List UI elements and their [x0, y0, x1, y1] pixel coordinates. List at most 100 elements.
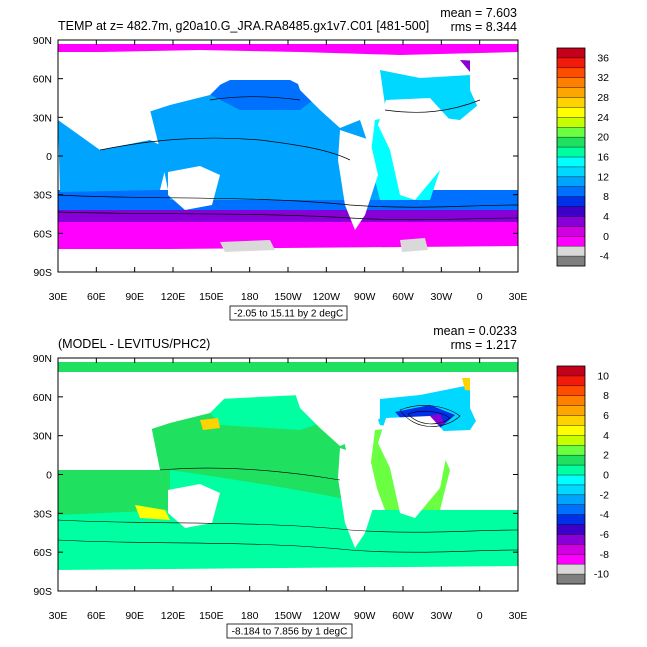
colorbar-swatch [557, 166, 585, 178]
panel2-eurasia [58, 373, 230, 436]
panel-difference: (MODEL - LEVITUS/PHC2) mean = 0.0233 rms… [33, 324, 609, 639]
panel2-arctic [58, 362, 518, 372]
x-tick-label: 180 [241, 291, 259, 303]
colorbar-swatch [557, 366, 585, 377]
colorbar-swatch [557, 77, 585, 89]
colorbar-swatch [557, 117, 585, 128]
panel1-indian-ocean [58, 120, 170, 192]
colorbar-label: 4 [603, 211, 609, 223]
colorbar-swatch [557, 67, 585, 79]
panel2-indian-ocean [58, 470, 170, 515]
colorbar-label: 16 [597, 152, 609, 164]
x-tick-label: 180 [241, 610, 259, 622]
panel1-eurasia [58, 55, 230, 118]
colorbar-label: 12 [597, 171, 609, 183]
colorbar-swatch [557, 226, 585, 237]
panel2-kuroshio-anomaly [200, 418, 220, 430]
colorbar-swatch [557, 107, 585, 118]
panel2-europe [470, 373, 518, 430]
panel2-title: (MODEL - LEVITUS/PHC2) [58, 337, 210, 351]
panel2-colorbar: 10 8 6 4 2 0 -2 -4 -6 -8 -10 [556, 365, 609, 585]
colorbar-swatch [557, 87, 585, 98]
x-tick-label: 30W [431, 291, 453, 303]
y-tick-label: 30S [33, 190, 52, 202]
colorbar-swatch [557, 196, 585, 207]
colorbar-swatch [557, 574, 585, 585]
colorbar-swatch [557, 524, 585, 535]
colorbar-label: 10 [597, 370, 609, 382]
colorbar-swatch [557, 395, 585, 407]
colorbar-label: 0 [603, 231, 609, 243]
y-tick-label: 30S [33, 508, 52, 520]
y-tick-label: 60S [33, 547, 52, 559]
colorbar-swatch [557, 455, 585, 466]
panel1-contour-info-box [229, 305, 348, 321]
colorbar-label: 8 [603, 390, 609, 402]
panel-temperature: TEMP at z= 482.7m, g20a10.G_JRA.RA8485.g… [33, 6, 609, 321]
panel1-band-magenta-south [58, 217, 518, 249]
panel1-north-pacific [205, 80, 320, 110]
y-tick-label: 30N [33, 112, 52, 124]
panel2-north-pacific [200, 395, 330, 430]
colorbar-swatch [557, 375, 585, 387]
colorbar-swatch [557, 216, 585, 227]
y-tick-label: 30N [33, 431, 52, 443]
colorbar-swatch [557, 425, 585, 436]
panel2-map [58, 358, 518, 591]
x-tick-label: 30E [49, 610, 68, 622]
x-tick-label: 150E [199, 291, 224, 303]
y-tick-label: 90N [33, 35, 52, 47]
panel1-band-purple-south [58, 208, 518, 222]
x-tick-label: 90W [354, 610, 376, 622]
colorbar-label: -6 [600, 529, 609, 541]
colorbar-label: 4 [603, 430, 609, 442]
colorbar-swatch [557, 554, 585, 565]
x-tick-label: 30E [509, 610, 528, 622]
colorbar-label: 36 [597, 52, 609, 64]
colorbar-label: -10 [594, 569, 609, 581]
panel1-title: TEMP at z= 482.7m, g20a10.G_JRA.RA8485.g… [58, 19, 429, 33]
x-tick-label: 150W [274, 610, 302, 622]
colorbar-swatch [557, 435, 585, 446]
x-tick-label: 150W [274, 291, 302, 303]
colorbar-label: 28 [597, 92, 609, 104]
panel1-mean: mean = 7.603 [440, 6, 517, 20]
colorbar-swatch [557, 465, 585, 476]
y-tick-label: 60N [33, 392, 52, 404]
panel1-colorbar: 36 32 28 24 20 16 12 8 4 0 -4 [556, 47, 609, 267]
colorbar-swatch [557, 57, 585, 69]
colorbar-swatch [557, 157, 585, 168]
colorbar-label: -2 [600, 489, 609, 501]
panel2-antarctica [58, 566, 518, 591]
colorbar-swatch [557, 176, 585, 188]
colorbar-label: 32 [597, 72, 609, 84]
panel2-contour-info-text: -8.184 to 7.856 by 1 degC [232, 627, 348, 638]
colorbar-swatch [557, 484, 585, 496]
colorbar-swatch [557, 186, 585, 198]
x-tick-label: 30E [509, 291, 528, 303]
colorbar-label: 2 [603, 450, 609, 462]
panel2-south-america [338, 448, 378, 548]
x-tick-label: 90W [354, 291, 376, 303]
panel1-contours [58, 96, 518, 221]
x-tick-label: 0 [477, 610, 483, 622]
colorbar-swatch [557, 206, 585, 217]
y-tick-label: 0 [46, 151, 52, 163]
panel2-north-america [290, 376, 380, 446]
panel1-rms: rms = 8.344 [451, 20, 517, 34]
x-tick-label: 0 [477, 291, 483, 303]
panel1-north-america [290, 58, 380, 128]
x-tick-label: 30W [431, 610, 453, 622]
x-tick-label: 60E [87, 610, 106, 622]
x-tick-label: 90E [125, 291, 144, 303]
x-tick-label: 120E [161, 610, 186, 622]
panel2-contour-info: -8.184 to 7.856 by 1 degC [226, 623, 353, 639]
colorbar-swatch [557, 127, 585, 138]
colorbar-swatch [557, 256, 585, 267]
colorbar-swatch [557, 246, 585, 257]
panel1-x-ticks: 30E 60E 90E 120E 150E 180 150W 120W 90W 60W 30W 0 30… [49, 40, 528, 303]
panel2-mean: mean = 0.0233 [433, 324, 517, 338]
y-tick-label: 0 [46, 470, 52, 482]
y-tick-label: 90N [33, 353, 52, 365]
